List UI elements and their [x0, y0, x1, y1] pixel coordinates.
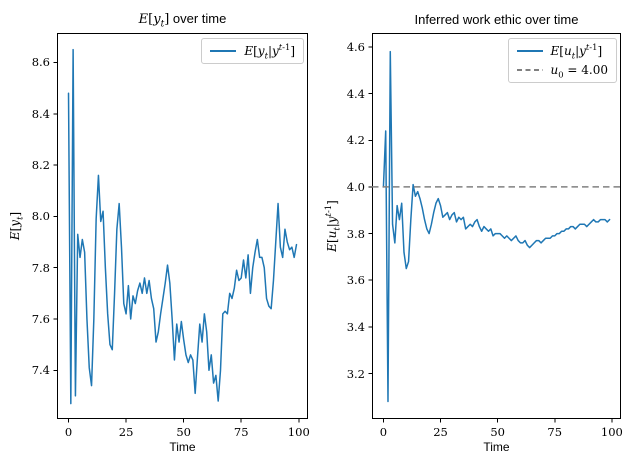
- y-tick-label: 4.0: [346, 179, 365, 194]
- legend-label: u0 = 4.00: [550, 63, 608, 80]
- legend-line-sample: [210, 50, 237, 52]
- x-tick-label: 75: [547, 425, 563, 439]
- y-tick-label: 3.2: [346, 366, 365, 381]
- legend-entry: u0 = 4.00: [516, 63, 608, 80]
- right-plot-area: [368, 33, 621, 423]
- series-line: [67, 48, 298, 405]
- y-tick-label: 8.4: [31, 106, 50, 121]
- y-tick-label: 7.8: [31, 260, 50, 275]
- x-tick-label: 50: [490, 425, 505, 439]
- y-tick-label: 8.0: [31, 209, 50, 224]
- y-tick-label: 7.4: [31, 363, 50, 378]
- x-tick-label: 100: [600, 425, 623, 439]
- right-plot-title: Inferred work ethic over time: [414, 12, 579, 27]
- left-plot-title: E[yt] over time: [138, 11, 227, 30]
- legend-label: E[yt|yt-1]: [244, 42, 295, 61]
- x-tick-label: 50: [176, 425, 191, 439]
- right-y-axis-label: E[ut|yt-1]: [323, 200, 342, 252]
- legend-label: E[ut|yt-1]: [550, 42, 603, 61]
- left-plot-area: [53, 33, 308, 423]
- y-tick-label: 3.6: [346, 273, 365, 288]
- subplot-right: Inferred work ethic over time E[ut|yt-1]…: [323, 12, 623, 454]
- x-tick-label: 75: [233, 425, 249, 439]
- axes-frame: [57, 33, 308, 419]
- y-tick-label: 4.2: [346, 133, 365, 148]
- left-legend: E[yt|yt-1]: [201, 38, 304, 64]
- y-tick-label: 8.6: [31, 55, 50, 70]
- subplot-left: E[yt] over time E[yt] Time E[yt|yt-1] 0 2…: [8, 11, 310, 454]
- y-tick-label: 7.6: [31, 311, 50, 326]
- x-tick-label: 0: [64, 425, 73, 439]
- y-tick-label: 3.8: [346, 226, 365, 241]
- legend-entry: E[ut|yt-1]: [516, 42, 608, 61]
- right-x-axis-label: Time: [483, 440, 510, 454]
- y-tick-label: 3.4: [346, 319, 365, 334]
- y-tick-label: 8.2: [31, 158, 50, 173]
- legend-line-sample: [516, 50, 543, 52]
- x-tick-label: 0: [379, 425, 388, 439]
- x-tick-label: 100: [287, 425, 310, 439]
- x-tick-label: 25: [433, 425, 448, 439]
- x-tick-label: 25: [118, 425, 134, 439]
- legend-entry: E[yt|yt-1]: [210, 42, 295, 61]
- legend-line-sample: [516, 69, 543, 71]
- right-legend: E[ut|yt-1] u0 = 4.00: [507, 38, 617, 83]
- left-y-axis-label: E[yt]: [8, 211, 25, 241]
- axes-frame: [372, 33, 621, 419]
- left-x-axis-label: Time: [169, 440, 196, 454]
- y-tick-label: 4.6: [346, 39, 365, 54]
- y-tick-label: 4.4: [346, 86, 365, 101]
- series-line: [382, 50, 611, 403]
